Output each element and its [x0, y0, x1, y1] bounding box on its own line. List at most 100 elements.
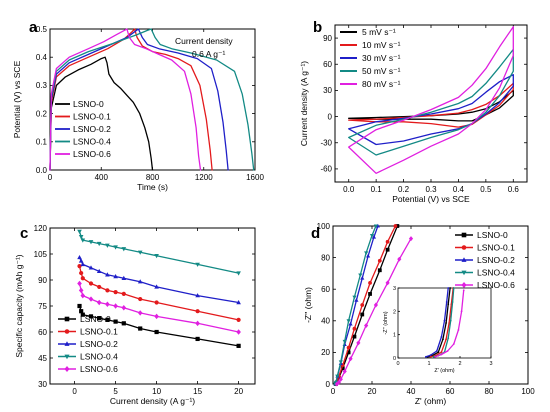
panel-c-data-point — [236, 343, 241, 348]
panel-c-data-point — [105, 301, 110, 307]
panel-d-inset-y-tick-label: 0 — [393, 356, 396, 362]
panel-d-inset-data-point — [442, 338, 444, 341]
panel-d-legend-marker — [461, 270, 467, 276]
panel-d-data-point — [377, 258, 382, 263]
panel-a-legend-label: LSNO-0.2 — [73, 124, 111, 134]
panel-c-data-point — [154, 254, 159, 259]
panel-c-data-point — [78, 258, 84, 263]
panel-b-x-tick-label: 0.5 — [480, 185, 492, 194]
panel-d-legend-marker — [461, 245, 467, 250]
panel-b-y-tick-label: -60 — [320, 165, 332, 174]
panel-c-data-point — [79, 270, 84, 276]
panel-d-y-tick-label: 60 — [321, 285, 330, 294]
panel-d-data-point — [385, 247, 390, 252]
panel-d-panel-letter: d — [311, 225, 320, 242]
panel-a-series-lsno-0 — [49, 56, 154, 171]
panel-a-y-tick-label: 0.1 — [36, 138, 48, 147]
panel-d-inset-data-point — [437, 351, 440, 354]
panel-c-data-point — [121, 291, 126, 296]
panel-c-data-point — [236, 300, 241, 305]
panel-d-legend-marker — [461, 232, 467, 238]
panel-d-data-point — [385, 239, 390, 244]
panel-c-data-point — [113, 290, 118, 295]
panel-d-inset-x-tick-label: 0 — [396, 361, 399, 367]
panel-c-data-point — [195, 309, 200, 314]
panel-c-data-point — [236, 317, 241, 322]
panel-d-data-point — [358, 273, 363, 278]
panel-c-y-tick-label: 105 — [34, 250, 48, 259]
panel-c-data-point — [113, 245, 118, 250]
panel-c-data-point — [137, 250, 143, 255]
panel-d-inset-data-point — [452, 343, 455, 345]
panel-c-data-point — [77, 264, 82, 269]
panel-b-y-tick-label: -30 — [320, 139, 332, 148]
panel-d-y-tick-label: 40 — [321, 317, 330, 326]
panel-c-data-point — [96, 299, 102, 306]
panel-b-legend-label: 10 mV s⁻¹ — [362, 40, 401, 50]
panel-b-x-tick-label: 0.1 — [371, 185, 383, 194]
panel-d-y-tick-label: 80 — [321, 253, 330, 262]
panel-c-data-point — [137, 310, 143, 316]
panel-d-inset-y-tick-label: 1 — [393, 333, 396, 339]
panel-c-data-point — [78, 234, 84, 240]
panel-c-data-point — [195, 336, 200, 342]
panel-d-data-point — [342, 339, 347, 344]
panel-c-data-point — [88, 240, 94, 245]
panel-c-data-point — [154, 300, 159, 305]
panel-c-data-point — [154, 329, 159, 335]
panel-d-data-point — [348, 321, 353, 326]
panel-c-data-point — [236, 271, 241, 276]
panel-d-x-tick-label: 80 — [485, 387, 494, 396]
panel-a-legend-label: LSNO-0.1 — [73, 112, 111, 122]
panel-b-x-tick-label: 0.0 — [343, 185, 355, 194]
panel-d-x-tick-label: 60 — [446, 387, 455, 396]
panel-a-panel-letter: a — [29, 19, 38, 36]
panel-c-data-point — [195, 320, 200, 327]
panel-b-y-tick-label: 90 — [323, 34, 332, 43]
panel-d-inset-data-point — [448, 322, 451, 324]
panel-d-inset-data-point — [449, 287, 451, 289]
panel-c-data-point — [97, 316, 102, 321]
panel-d-data-point — [356, 340, 361, 346]
panel-c-y-tick-label: 30 — [38, 380, 47, 389]
panel-c-data-point — [77, 303, 82, 309]
panel-c-data-point — [121, 305, 127, 311]
panel-d-inset-data-point — [435, 350, 438, 352]
panel-b-series-2 — [348, 74, 514, 146]
panel-c-data-point — [236, 329, 241, 335]
panel-a-x-tick-label: 1200 — [195, 173, 213, 182]
panel-d-data-point — [397, 256, 402, 262]
panel-c-data-point — [121, 247, 127, 252]
panel-a-annotation-line2: 0.6 A g⁻¹ — [192, 49, 225, 59]
panel-c-data-point — [79, 309, 84, 314]
panel-d-data-point — [395, 224, 400, 228]
panel-c-series-line — [78, 282, 240, 333]
panel-c-x-tick-label: 15 — [193, 387, 202, 396]
panel-d-data-point — [352, 326, 357, 331]
panel-c-data-point — [195, 293, 200, 298]
panel-b-x-axis-title: Potential (V) vs SCE — [392, 194, 470, 204]
panel-d-data-point — [354, 297, 359, 302]
panel-d-data-point — [352, 334, 357, 339]
panel-c-data-point — [113, 274, 118, 279]
panel-d-inset-data-point — [434, 355, 437, 358]
panel-d-legend-label: LSNO-0.1 — [477, 243, 515, 253]
panel-d-data-point — [377, 268, 382, 273]
panel-c-series-line — [78, 230, 240, 274]
panel-c-data-point — [80, 292, 86, 299]
panel-d-inset-data-point — [447, 337, 450, 340]
panel-c-legend-marker — [64, 316, 70, 322]
panel-d-inset-data-point — [451, 301, 454, 303]
panel-c-data-point — [105, 288, 110, 293]
panel-c-data-point — [88, 296, 94, 302]
panel-d-y-tick-label: 0 — [326, 380, 331, 389]
panel-d-data-point — [360, 312, 365, 317]
panel-c-legend-label: LSNO-0.4 — [80, 352, 118, 362]
panel-d-data-point — [408, 236, 414, 242]
panel-c-data-point — [88, 314, 94, 319]
panel-a-y-tick-label: 0.0 — [36, 166, 48, 175]
panel-d-data-point — [346, 350, 351, 355]
panel-d-inset-x-tick-label: 2 — [458, 361, 461, 367]
panel-d-legend-label: LSNO-0 — [477, 230, 508, 240]
